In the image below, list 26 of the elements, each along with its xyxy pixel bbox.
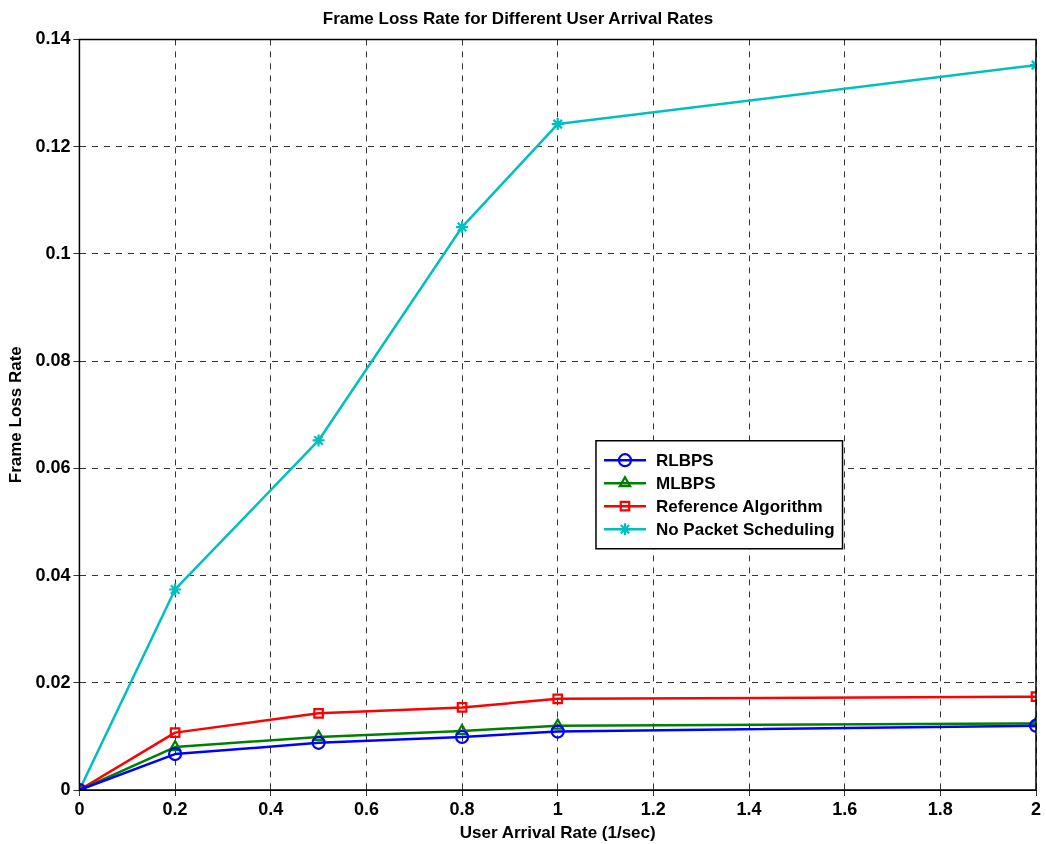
y-tick-label: 0.12 [35,135,71,156]
legend-label: No Packet Scheduling [655,519,835,539]
legend-label: RLBPS [655,450,714,470]
x-tick-label: 1.4 [736,798,762,819]
y-tick-label: 0.14 [35,28,71,49]
x-tick-label: 0.8 [449,798,475,819]
legend-label: Reference Algorithm [655,496,823,516]
x-tick-label: 1.8 [927,798,953,819]
y-tick-label: 0.1 [45,242,71,263]
y-tick-label: 0.02 [35,671,71,692]
y-tick-label: 0.06 [35,457,71,478]
y-tick-label: 0.08 [35,350,71,371]
x-tick-label: 1.6 [832,798,858,819]
x-tick-label: 1.2 [640,798,666,819]
chart-title: Frame Loss Rate for Different User Arrival Rates [322,8,714,28]
y-tick-label: 0.04 [35,564,71,585]
legend-label: MLBPS [655,473,716,493]
y-axis-title: Frame Loss Rate [5,346,25,484]
x-tick-label: 1 [552,798,563,819]
x-axis-title: User Arrival Rate (1/sec) [459,823,656,843]
x-tick-label: 0.6 [353,798,379,819]
x-tick-label: 0.2 [162,798,188,819]
x-tick-label: 0 [74,798,85,819]
x-tick-label: 0.4 [258,798,284,819]
x-tick-label: 2 [1030,798,1042,819]
y-tick-label: 0 [60,778,71,799]
